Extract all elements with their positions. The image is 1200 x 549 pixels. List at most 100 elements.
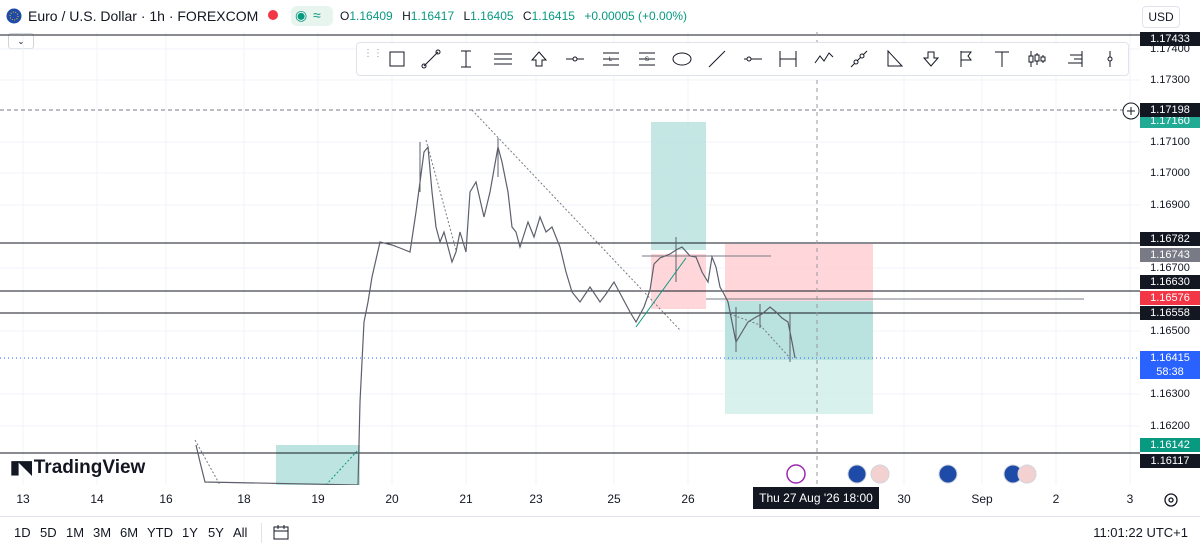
high-value: 1.16417 [410, 9, 455, 23]
ellipse-icon[interactable] [670, 47, 694, 71]
currency-selector[interactable]: USD [1142, 6, 1180, 28]
price-badge[interactable]: 1.16630 [1140, 275, 1200, 289]
price-tick: 1.16700 [1150, 262, 1190, 274]
price-tick: 1.17300 [1150, 74, 1190, 86]
range-ytd-button[interactable]: YTD [147, 525, 173, 540]
high-key: H [402, 9, 411, 23]
svg-text:S: S [645, 57, 649, 63]
event-eu-icon-2[interactable] [938, 464, 958, 484]
flag-icon[interactable] [955, 47, 979, 71]
time-tick: 23 [529, 492, 543, 506]
triangle-icon[interactable] [883, 47, 907, 71]
price-badge[interactable]: 1.16782 [1140, 232, 1200, 246]
trend-line-up[interactable] [635, 257, 687, 328]
svg-text:L: L [609, 57, 613, 63]
range-1y-button[interactable]: 1Y [182, 525, 198, 540]
arrow-down-icon[interactable] [919, 47, 943, 71]
chevron-down-icon: ⌄ [17, 36, 25, 46]
eye-icon: ◉ [295, 7, 308, 23]
short-position-target-extended[interactable] [725, 360, 873, 414]
parallel-channel-icon[interactable] [491, 47, 515, 71]
range-all-button[interactable]: All [233, 525, 248, 540]
drawing-toolbar: ⋮⋮ L S [356, 42, 1129, 76]
drag-handle-icon[interactable]: ⋮⋮ [363, 48, 383, 59]
market-status-icon[interactable] [268, 10, 278, 20]
price-badge[interactable]: 1.16117 [1140, 454, 1200, 468]
horizontal-ray-icon[interactable] [741, 47, 765, 71]
price-badge[interactable]: 1.16743 [1140, 248, 1200, 262]
ohlc-values: O1.16409 H1.16417 L1.16405 C1.16415 +0.0… [340, 9, 693, 23]
time-tick: 19 [311, 492, 325, 506]
time-axis[interactable]: 13 14 16 18 19 20 21 23 25 26 30 Sep 2 3 [0, 485, 1140, 513]
event-us-icon-2[interactable] [1017, 464, 1037, 484]
close-value: 1.16415 [531, 9, 575, 23]
bottom-toolbar: 1D 5D 1M 3M 6M YTD 1Y 5Y All 11:01:22 UT… [0, 516, 1200, 549]
range-1m-button[interactable]: 1M [66, 525, 85, 540]
rectangle-icon[interactable] [385, 47, 409, 71]
short-position-target[interactable] [725, 301, 873, 360]
indicator-toggle-button[interactable]: ◉ ≈ [291, 6, 333, 26]
trendlines[interactable] [194, 109, 791, 485]
price-badge[interactable]: 1.16558 [1140, 306, 1200, 320]
range-5y-button[interactable]: 5Y [208, 525, 224, 540]
price-badge[interactable]: 1.17160 [1140, 114, 1200, 128]
range-3m-button[interactable]: 3M [93, 525, 112, 540]
long-position-target[interactable] [276, 445, 360, 485]
utc-clock[interactable]: 11:01:22 UTC+1 [1093, 525, 1188, 540]
price-axis[interactable]: 1.17400 1.17300 1.17100 1.17000 1.16900 … [1140, 32, 1200, 485]
time-tick: 25 [607, 492, 621, 506]
projection-icon[interactable] [847, 47, 871, 71]
event-eu-icon[interactable] [847, 464, 867, 484]
price-badge[interactable]: 1.16142 [1140, 438, 1200, 452]
event-us-icon[interactable] [870, 464, 890, 484]
volume-profile-icon[interactable] [1025, 47, 1049, 71]
low-value: 1.16405 [470, 9, 514, 23]
current-price-badge[interactable]: 1.16415 [1140, 351, 1200, 365]
time-tick: 30 [897, 492, 911, 506]
price-badge[interactable]: 1.17433 [1140, 32, 1200, 46]
settings-gear-icon[interactable] [1163, 492, 1179, 508]
short-position-icon[interactable]: S [635, 47, 659, 71]
date-range-icon[interactable] [776, 47, 800, 71]
horizontal-levels[interactable] [0, 34, 1140, 454]
vertical-line-icon[interactable] [1098, 47, 1122, 71]
horizontal-line-icon[interactable] [563, 47, 587, 71]
range-1d-button[interactable]: 1D [14, 525, 31, 540]
text-icon[interactable] [990, 47, 1014, 71]
open-key: O [340, 9, 350, 23]
price-tick: 1.16300 [1150, 388, 1190, 400]
time-tick: 13 [16, 492, 30, 506]
range-6m-button[interactable]: 6M [120, 525, 139, 540]
symbol-title[interactable]: Euro / U.S. Dollar · 1h · FOREXCOM [28, 8, 259, 24]
range-5d-button[interactable]: 5D [40, 525, 57, 540]
price-badge[interactable]: 1.16576 [1140, 291, 1200, 305]
long-position-stop[interactable] [651, 254, 706, 309]
short-position-stop[interactable] [725, 244, 873, 301]
trendline-icon[interactable] [454, 47, 478, 71]
chart-canvas[interactable] [0, 32, 1140, 485]
long-position-target-2[interactable] [651, 122, 706, 250]
price-tick: 1.17100 [1150, 136, 1190, 148]
time-tick: 18 [237, 492, 251, 506]
logo-text: TradingView [33, 457, 146, 478]
calendar-range-icon[interactable] [272, 523, 290, 541]
countdown-badge: 58:38 [1140, 365, 1200, 379]
candle-wicks [419, 138, 791, 362]
open-value: 1.16409 [349, 9, 393, 23]
price-tick: 1.16900 [1150, 199, 1190, 211]
crosshair-time-label: Thu 27 Aug '26 18:00 [753, 487, 879, 509]
close-key: C [522, 9, 532, 23]
fixed-range-volume-icon[interactable] [1062, 47, 1086, 71]
time-tick: Sep [971, 492, 993, 506]
arrow-up-icon[interactable] [527, 47, 551, 71]
ray-icon[interactable] [705, 47, 729, 71]
elliott-wave-icon[interactable] [812, 47, 836, 71]
time-tick: 20 [385, 492, 399, 506]
long-position-icon[interactable]: L [599, 47, 623, 71]
path-icon[interactable] [419, 47, 443, 71]
divider [261, 523, 262, 543]
price-badge[interactable]: 1.17198 [1140, 103, 1200, 117]
event-lightning-icon[interactable] [786, 464, 806, 484]
time-tick: 2 [1052, 492, 1060, 506]
currency-flag-icon [6, 8, 22, 24]
